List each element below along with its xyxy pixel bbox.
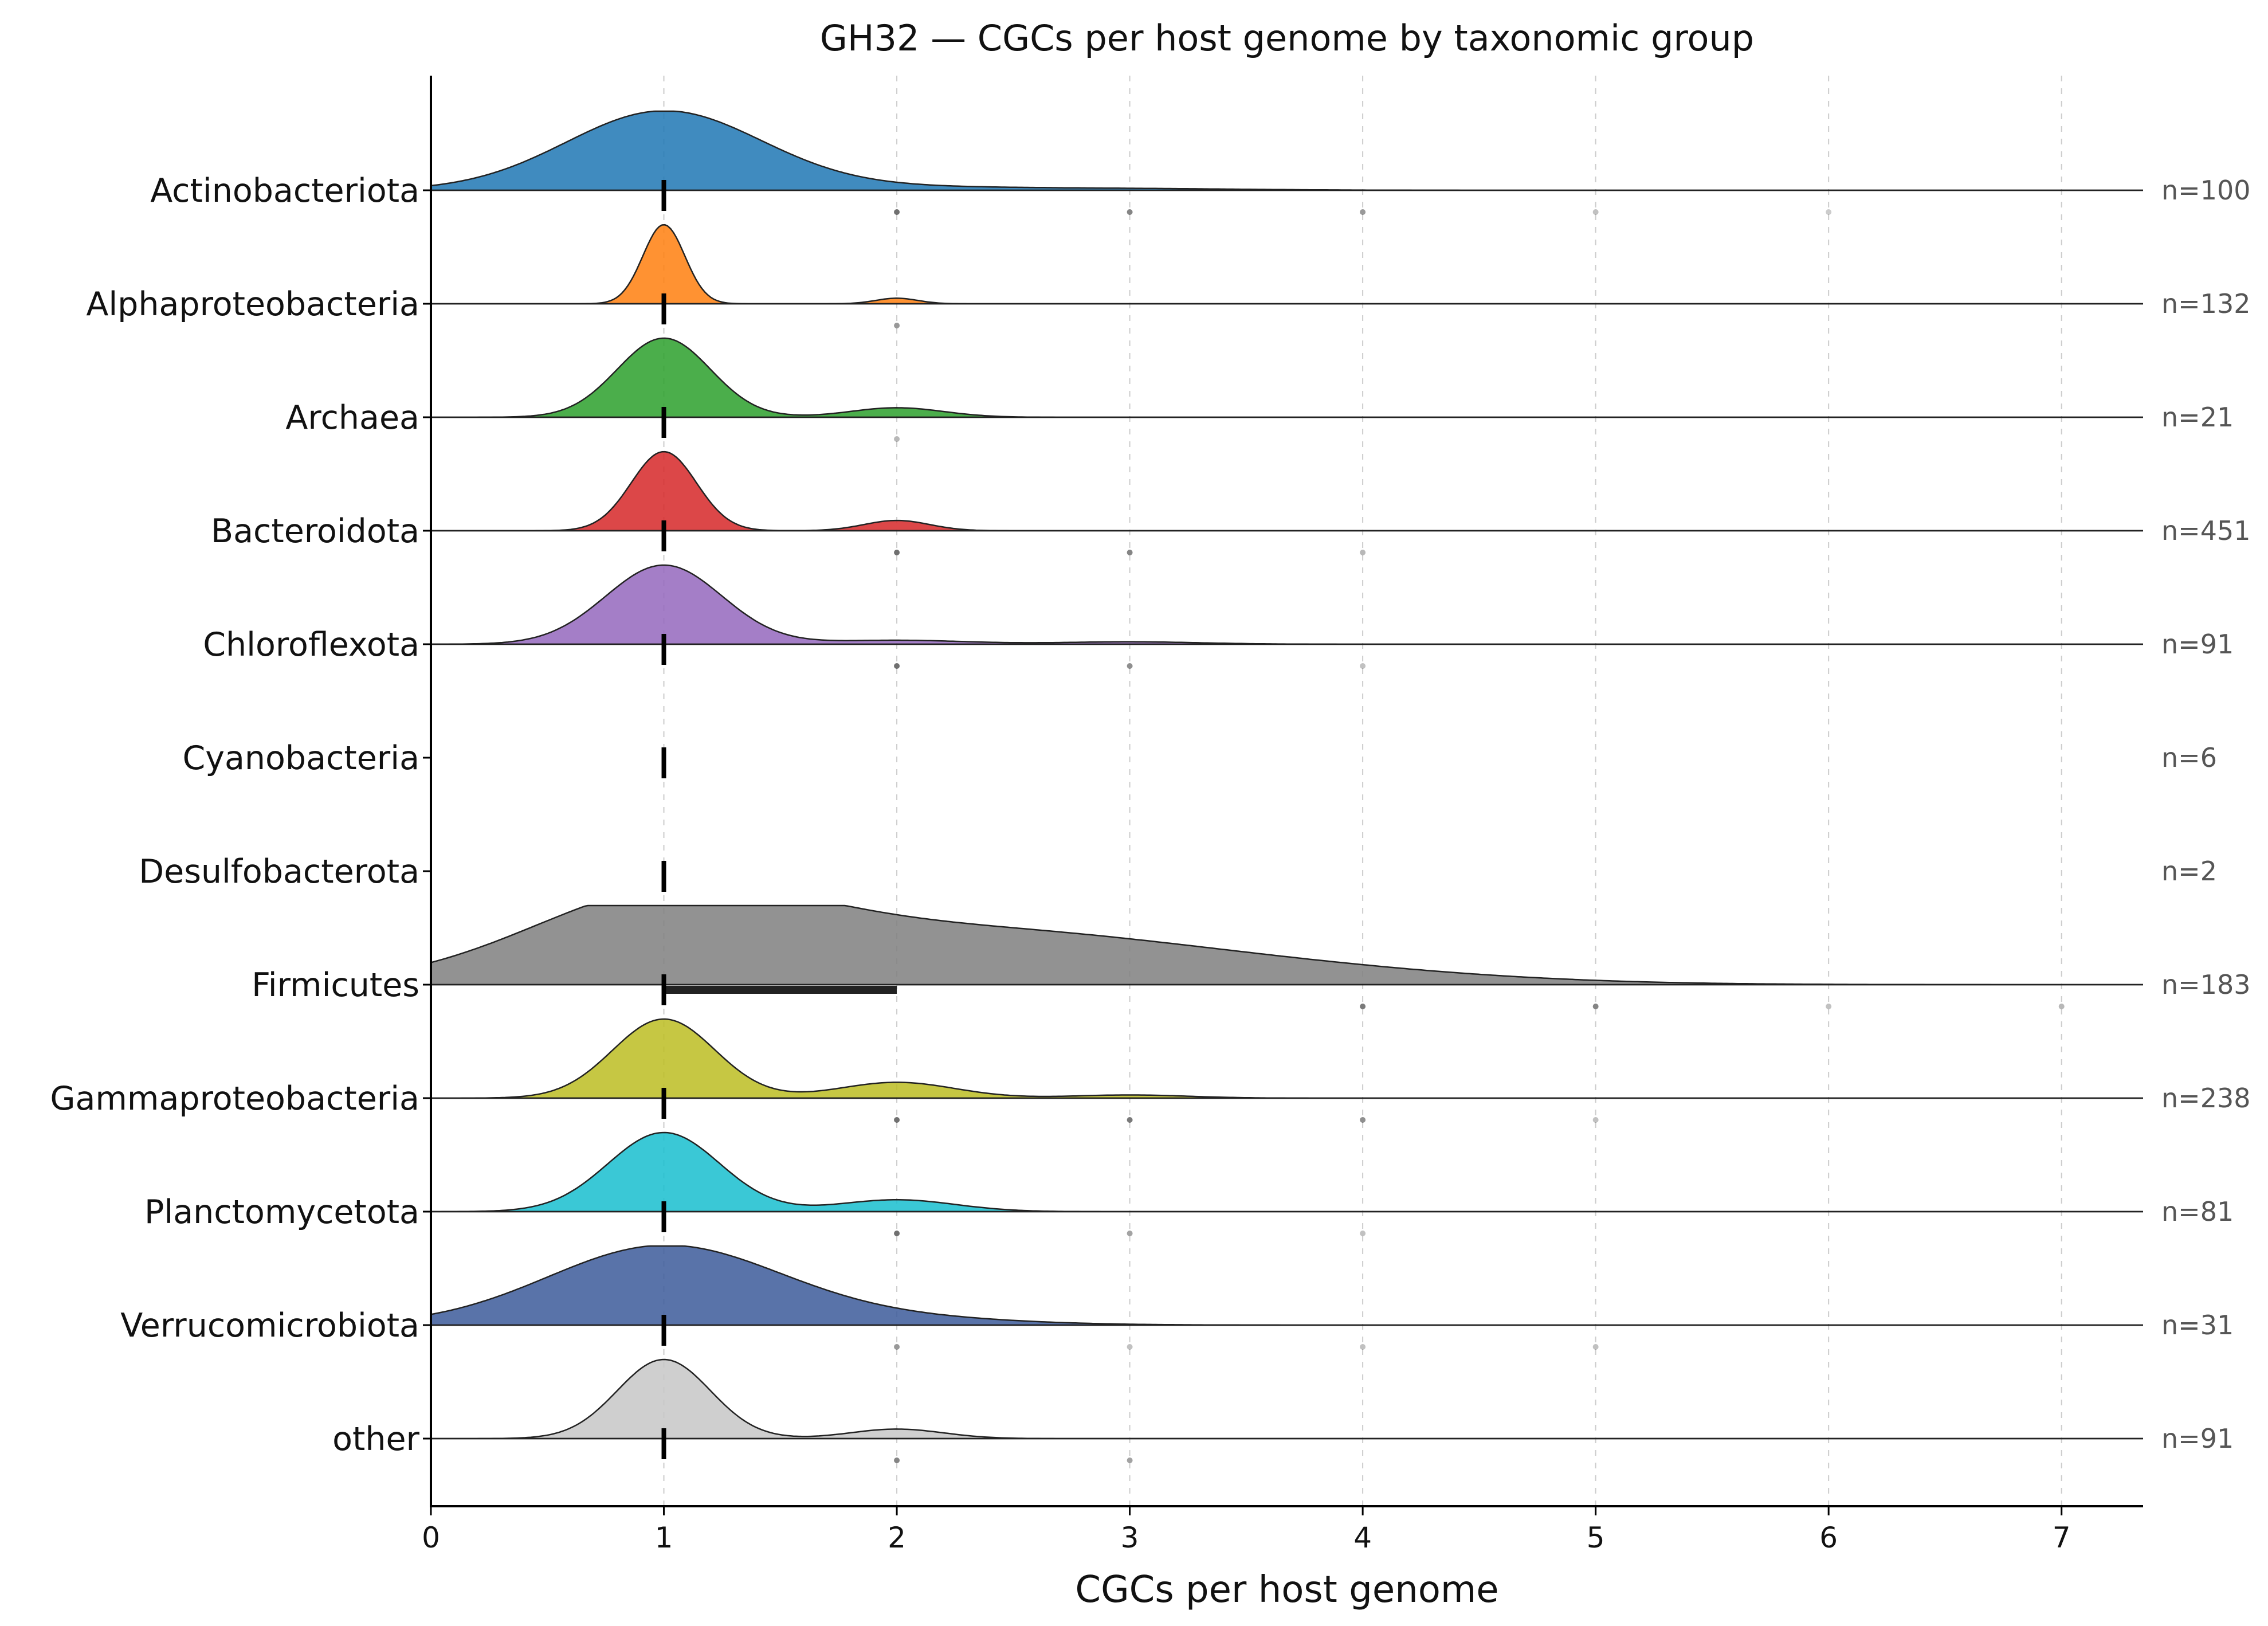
density-archaea [431, 337, 2143, 418]
n-label-cyanobacteria: n=6 [2161, 742, 2217, 773]
outlier-point [1360, 1344, 1366, 1350]
outlier-point [1826, 1004, 1832, 1009]
n-label-bacteroidota: n=451 [2161, 515, 2251, 546]
outlier-point [894, 1231, 900, 1236]
ridge-bacteroidota: Bacteroidota n=451 [211, 450, 2251, 555]
density-bacteroidota [431, 450, 2143, 532]
density-gammaproteobacteria [431, 1018, 2143, 1099]
ridges: Actinobacteriota n=100 Alphaproteobacteria… [50, 110, 2251, 1463]
n-label-actinobacteriota: n=100 [2161, 175, 2251, 206]
outlier-point [894, 550, 900, 555]
outlier-point [1127, 1117, 1133, 1123]
n-label-gammaproteobacteria: n=238 [2161, 1083, 2251, 1114]
ridge-archaea: Archaea n=21 [285, 337, 2234, 442]
outlier-point [1592, 209, 1599, 215]
n-label-archaea: n=21 [2161, 402, 2234, 433]
outlier-point [1360, 663, 1366, 669]
outlier-point [1360, 1117, 1366, 1123]
outlier-point [1592, 1117, 1599, 1123]
x-tick-label-5: 5 [1587, 1521, 1605, 1554]
group-label-alphaproteobacteria: Alphaproteobacteria [86, 285, 419, 323]
axes: 0 1 2 3 4 5 6 7 [422, 76, 2143, 1554]
outlier-point [1360, 209, 1366, 215]
outlier-point [1127, 663, 1133, 669]
outlier-point [894, 1344, 900, 1350]
ridge-alphaproteobacteria: Alphaproteobacteria n=132 [86, 224, 2251, 328]
outlier-point [1127, 1231, 1133, 1236]
outlier-point [894, 323, 900, 328]
group-label-firmicutes: Firmicutes [252, 966, 419, 1004]
outlier-point [894, 1117, 900, 1123]
ridge-desulfobacterota: Desulfobacterota n=2 [139, 853, 2217, 892]
grid-lines [663, 76, 2062, 1506]
outlier-point [894, 209, 900, 215]
group-label-bacteroidota: Bacteroidota [211, 512, 419, 550]
group-label-verrucomicrobiota: Verrucomicrobiota [120, 1307, 419, 1345]
x-tick-label-7: 7 [2053, 1521, 2071, 1554]
ridge-planctomycetota: Planctomycetota n=81 [144, 1131, 2234, 1236]
density-alphaproteobacteria [431, 224, 2143, 305]
density-planctomycetota [431, 1131, 2143, 1213]
ridge-other: other n=91 [332, 1358, 2234, 1463]
density-firmicutes [430, 904, 2143, 986]
outlier-point [1592, 1004, 1599, 1009]
n-label-verrucomicrobiota: n=31 [2161, 1310, 2234, 1341]
outlier-point [1360, 1004, 1366, 1009]
x-tick-label-2: 2 [888, 1521, 906, 1554]
group-label-other: other [332, 1420, 419, 1458]
outlier-point [894, 663, 900, 669]
density-chloroflexota [430, 564, 2143, 645]
group-label-gammaproteobacteria: Gammaproteobacteria [50, 1080, 419, 1118]
n-label-planctomycetota: n=81 [2161, 1196, 2234, 1227]
ridge-cyanobacteria: Cyanobacteria n=6 [182, 739, 2217, 778]
outlier-point [1592, 1344, 1599, 1350]
group-label-actinobacteriota: Actinobacteriota [150, 172, 419, 210]
x-tick-label-1: 1 [655, 1521, 673, 1554]
group-label-desulfobacterota: Desulfobacterota [139, 853, 419, 891]
outlier-point [1127, 1344, 1133, 1350]
x-tick-label-4: 4 [1353, 1521, 1372, 1554]
ridge-actinobacteriota: Actinobacteriota n=100 [150, 110, 2251, 215]
density-verrucomicrobiota [430, 1245, 2143, 1326]
density-actinobacteriota [430, 110, 2143, 191]
n-label-other: n=91 [2161, 1423, 2234, 1454]
n-label-chloroflexota: n=91 [2161, 629, 2234, 660]
n-label-firmicutes: n=183 [2161, 969, 2251, 1000]
outlier-point [1127, 550, 1133, 555]
group-label-cyanobacteria: Cyanobacteria [182, 739, 419, 777]
n-label-alphaproteobacteria: n=132 [2161, 288, 2251, 319]
x-tick-label-0: 0 [422, 1521, 440, 1554]
outlier-point [2058, 1004, 2065, 1009]
outlier-point [1826, 209, 1832, 215]
x-axis-label: CGCs per host genome [1075, 1569, 1498, 1611]
group-label-planctomycetota: Planctomycetota [144, 1193, 419, 1231]
density-other [431, 1358, 2143, 1440]
ridge-gammaproteobacteria: Gammaproteobacteria n=238 [50, 1018, 2251, 1123]
outlier-point [1360, 550, 1366, 555]
x-tick-label-3: 3 [1121, 1521, 1139, 1554]
outlier-point [894, 1457, 900, 1463]
outlier-point [1360, 1231, 1366, 1236]
chart-title: GH32 — CGCs per host genome by taxonomic… [820, 17, 1754, 59]
group-label-chloroflexota: Chloroflexota [203, 626, 419, 664]
n-label-desulfobacterota: n=2 [2161, 856, 2217, 887]
ridge-chloroflexota: Chloroflexota n=91 [203, 564, 2234, 669]
ridge-firmicutes: Firmicutes n=183 [252, 904, 2251, 1009]
ridge-verrucomicrobiota: Verrucomicrobiota n=31 [120, 1245, 2234, 1350]
group-label-archaea: Archaea [285, 399, 419, 437]
outlier-point [1127, 1457, 1133, 1463]
outlier-point [894, 436, 900, 442]
x-tick-label-6: 6 [1819, 1521, 1838, 1554]
outlier-point [1127, 209, 1133, 215]
